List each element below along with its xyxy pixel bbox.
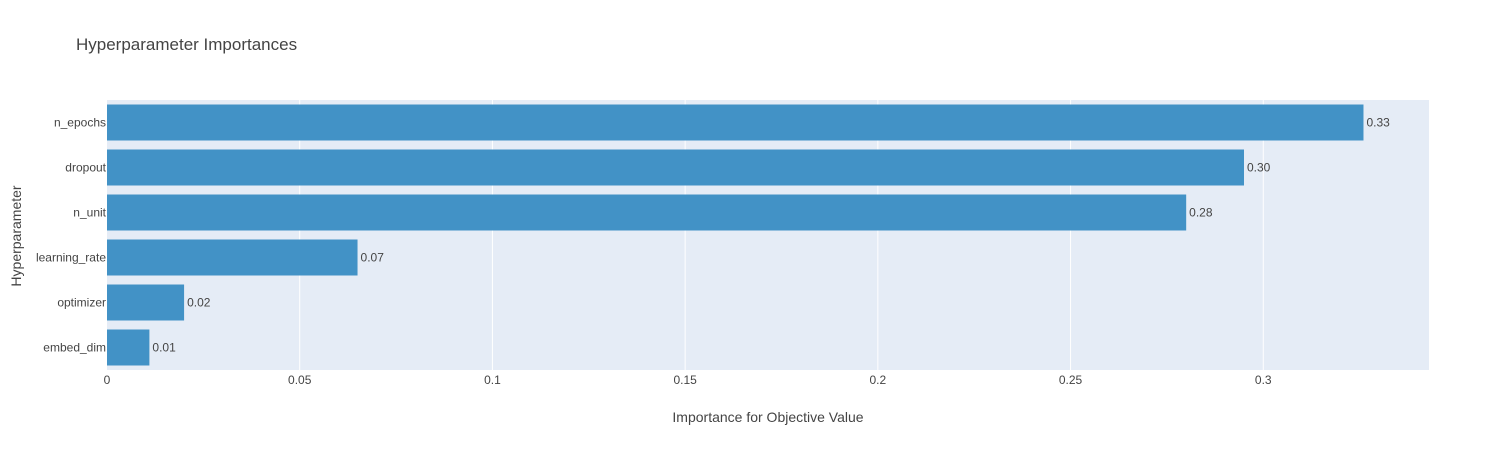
x-tick-label: 0.1: [484, 373, 501, 387]
chart-title: Hyperparameter Importances: [76, 35, 297, 54]
y-tick-label: n_unit: [73, 206, 106, 220]
plot-background: [107, 100, 1429, 370]
x-tick-label: 0.15: [673, 373, 697, 387]
x-tick-label: 0: [104, 373, 111, 387]
bar-value-label: 0.01: [152, 341, 176, 355]
bar-optimizer[interactable]: [107, 284, 185, 321]
x-tick-labels: 0 0.05 0.1 0.15 0.2 0.25 0.3: [104, 373, 1272, 387]
y-tick-label: dropout: [65, 161, 106, 175]
bar-learning-rate[interactable]: [107, 239, 358, 276]
bar-value-label: 0.07: [361, 251, 385, 265]
x-tick-label: 0.2: [870, 373, 887, 387]
x-tick-label: 0.05: [288, 373, 312, 387]
bar-n-unit[interactable]: [107, 194, 1187, 231]
bar-embed-dim[interactable]: [107, 329, 150, 366]
bar-n-epochs[interactable]: [107, 104, 1364, 141]
bar-labels: 0.33 0.30 0.28 0.07 0.02 0.01: [152, 116, 1390, 355]
y-tick-label: learning_rate: [36, 251, 106, 265]
bar-value-label: 0.28: [1189, 206, 1213, 220]
bar-value-label: 0.30: [1247, 161, 1271, 175]
y-tick-label: optimizer: [57, 296, 106, 310]
x-tick-label: 0.25: [1059, 373, 1083, 387]
bar-value-label: 0.02: [187, 296, 211, 310]
gridlines: [299, 100, 1264, 370]
bar-dropout[interactable]: [107, 149, 1244, 186]
x-tick-label: 0.3: [1255, 373, 1272, 387]
y-tick-label: n_epochs: [54, 116, 106, 130]
y-tick-label: embed_dim: [43, 341, 106, 355]
bars: [107, 104, 1364, 366]
bar-value-label: 0.33: [1366, 116, 1390, 130]
x-axis-title: Importance for Objective Value: [672, 409, 863, 425]
y-axis-title: Hyperparameter: [8, 185, 24, 286]
